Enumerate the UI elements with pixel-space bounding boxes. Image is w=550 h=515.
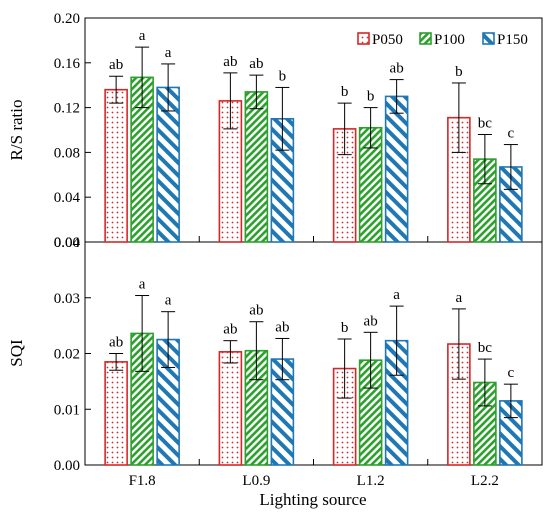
bar-top-p050-f18 — [104, 88, 128, 243]
significance-letter: a — [393, 287, 400, 303]
significance-letter: a — [139, 28, 146, 44]
significance-letter: ab — [109, 57, 123, 73]
significance-letter: ab — [249, 303, 263, 319]
significance-letter: a — [165, 293, 172, 309]
legend-label-p050: P050 — [372, 32, 403, 48]
y-tick-label-bottom: 0.00 — [54, 458, 80, 474]
y-tick-label-top: 0.04 — [54, 190, 81, 206]
significance-letter: b — [279, 68, 287, 84]
x-tick-label: L1.2 — [357, 473, 385, 489]
significance-letter: ab — [275, 319, 289, 335]
y-tick-label-bottom: 0.02 — [54, 347, 80, 363]
significance-letter: b — [341, 320, 349, 336]
significance-letter: bc — [478, 340, 493, 356]
significance-letter: bc — [478, 115, 493, 131]
y-tick-label-bottom: 0.04 — [54, 235, 81, 251]
legend: P050 P100 P150 — [357, 32, 528, 48]
y-axis-label-bottom: SQI — [7, 339, 26, 367]
y-tick-label-top: 0.08 — [54, 145, 80, 161]
bar-top-p150-l12 — [384, 95, 409, 243]
significance-letter: b — [455, 64, 463, 80]
y-tick-label-top: 0.00 — [54, 235, 80, 251]
legend-label-p150: P150 — [497, 32, 528, 48]
legend-label-p100: P100 — [434, 32, 465, 48]
significance-letter: a — [456, 290, 463, 306]
y-axis-label-top: R/S ratio — [7, 100, 26, 161]
significance-letter: ab — [109, 335, 123, 351]
significance-letter: c — [508, 365, 515, 381]
x-axis-label: Lighting source — [259, 490, 366, 509]
legend-swatch-p150 — [482, 32, 495, 45]
significance-letter: ab — [249, 56, 263, 72]
y-tick-label-bottom: 0.03 — [54, 291, 80, 307]
significance-letter: a — [139, 277, 146, 293]
significance-letter: ab — [223, 54, 237, 70]
y-tick-label-bottom: 0.01 — [54, 402, 80, 418]
bar-top-p100-l09 — [244, 91, 269, 243]
y-tick-label-top: 0.12 — [54, 101, 80, 117]
legend-swatch-p100 — [419, 32, 432, 45]
significance-letter: ab — [390, 61, 404, 77]
x-tick-label: L2.2 — [471, 473, 499, 489]
legend-swatch-p050 — [357, 32, 370, 45]
x-axis: F1.8 L0.9 L1.2 L2.2 — [129, 236, 499, 489]
y-tick-label-top: 0.16 — [54, 56, 81, 72]
significance-letter: ab — [364, 313, 378, 329]
significance-letter: b — [367, 89, 375, 105]
x-tick-label: F1.8 — [129, 473, 156, 489]
y-tick-label-top: 0.20 — [54, 11, 80, 27]
significance-letter: a — [165, 45, 172, 61]
significance-letter: ab — [223, 322, 237, 338]
significance-letter: c — [508, 126, 515, 142]
x-tick-label: L0.9 — [242, 473, 270, 489]
bar-bottom-p050-l09 — [218, 351, 243, 466]
significance-letter: b — [341, 84, 349, 100]
bar-bottom-p050-f18 — [104, 361, 128, 466]
